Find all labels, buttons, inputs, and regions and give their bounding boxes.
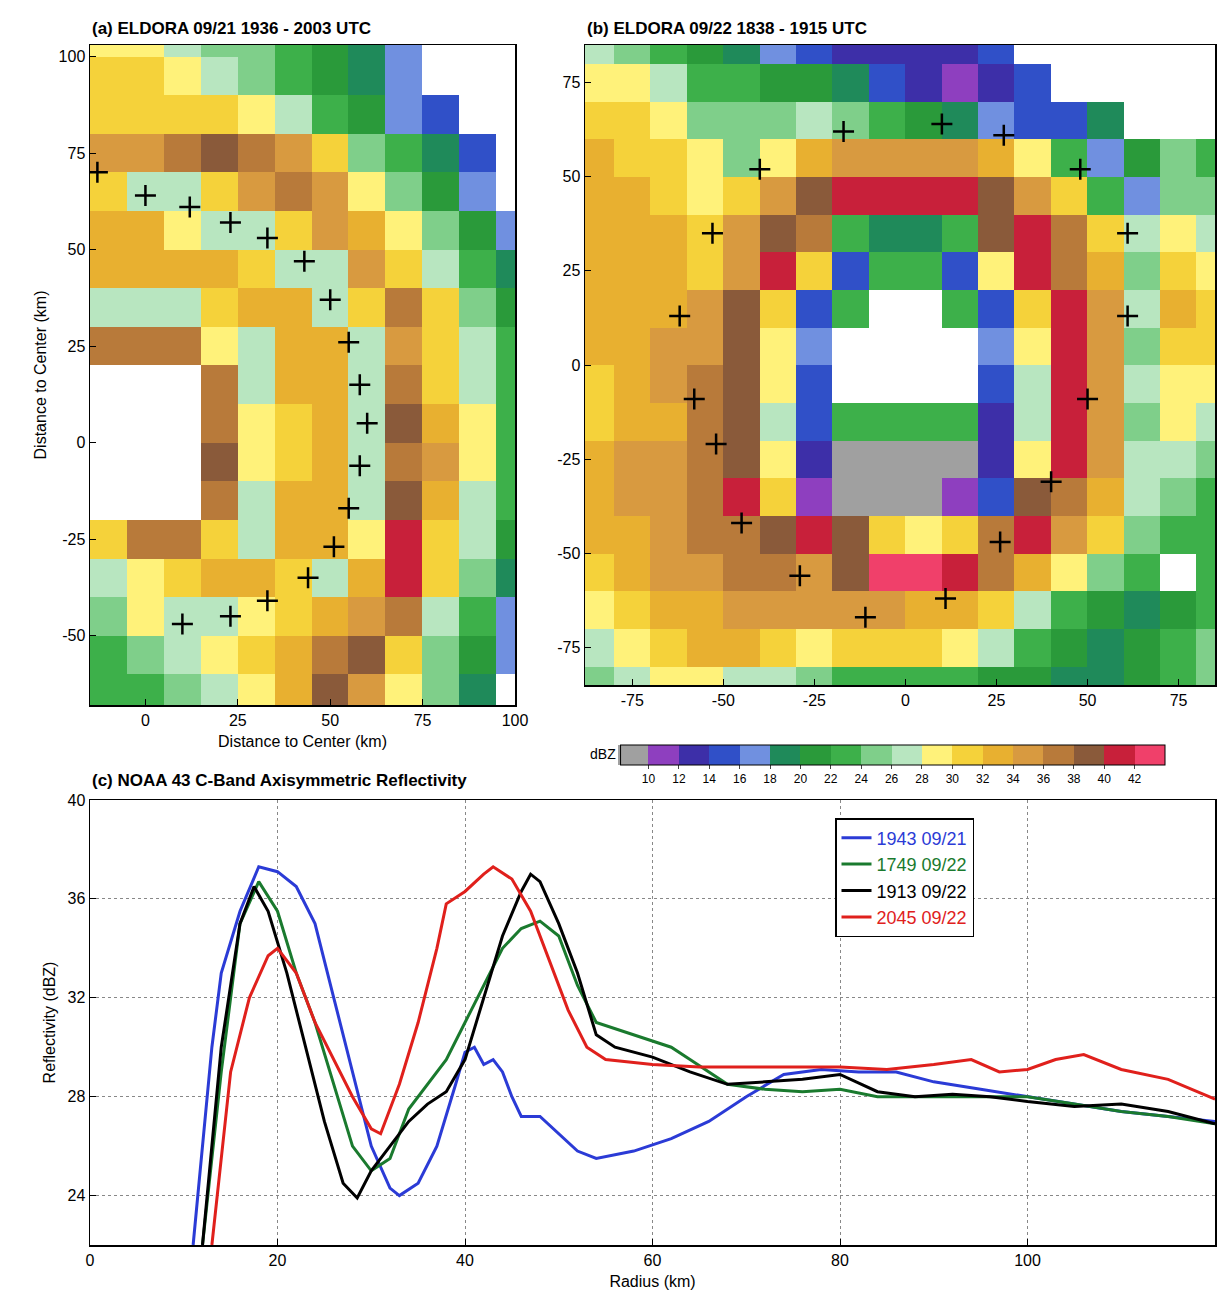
- svg-text:50: 50: [68, 241, 86, 258]
- svg-text:12: 12: [672, 772, 686, 786]
- svg-text:32: 32: [976, 772, 990, 786]
- svg-text:0: 0: [901, 692, 910, 709]
- svg-text:75: 75: [68, 145, 86, 162]
- svg-text:75: 75: [1170, 692, 1188, 709]
- svg-text:25: 25: [563, 262, 581, 279]
- svg-text:1749 09/22: 1749 09/22: [877, 855, 967, 875]
- svg-text:34: 34: [1006, 772, 1020, 786]
- svg-text:Distance to Center (km): Distance to Center (km): [32, 291, 49, 460]
- svg-text:-25: -25: [62, 531, 85, 548]
- svg-text:36: 36: [68, 890, 86, 907]
- svg-text:1943 09/21: 1943 09/21: [877, 829, 967, 849]
- svg-text:26: 26: [885, 772, 899, 786]
- svg-text:100: 100: [1014, 1252, 1041, 1269]
- svg-text:20: 20: [794, 772, 808, 786]
- svg-text:0: 0: [86, 1252, 95, 1269]
- svg-text:24: 24: [855, 772, 869, 786]
- svg-text:75: 75: [563, 74, 581, 91]
- svg-text:(b) ELDORA 09/22 1838 - 1915 U: (b) ELDORA 09/22 1838 - 1915 UTC: [587, 19, 867, 38]
- svg-text:25: 25: [229, 712, 247, 729]
- svg-text:10: 10: [642, 772, 656, 786]
- svg-text:2045 09/22: 2045 09/22: [877, 908, 967, 928]
- svg-text:0: 0: [76, 434, 85, 451]
- svg-text:0: 0: [141, 712, 150, 729]
- svg-text:16: 16: [733, 772, 747, 786]
- svg-text:-75: -75: [557, 639, 580, 656]
- svg-text:32: 32: [68, 989, 86, 1006]
- svg-text:40: 40: [456, 1252, 474, 1269]
- svg-text:-25: -25: [803, 692, 826, 709]
- svg-text:40: 40: [68, 792, 86, 809]
- svg-text:-50: -50: [712, 692, 735, 709]
- svg-text:80: 80: [831, 1252, 849, 1269]
- svg-text:(a) ELDORA 09/21 1936 - 2003 U: (a) ELDORA 09/21 1936 - 2003 UTC: [92, 19, 371, 38]
- svg-text:Reflectivity (dBZ): Reflectivity (dBZ): [41, 962, 58, 1084]
- svg-text:-50: -50: [557, 545, 580, 562]
- svg-text:22: 22: [824, 772, 838, 786]
- svg-text:30: 30: [946, 772, 960, 786]
- svg-text:28: 28: [915, 772, 929, 786]
- svg-text:1913 09/22: 1913 09/22: [877, 882, 967, 902]
- svg-text:dBZ: dBZ: [590, 746, 616, 762]
- svg-text:-75: -75: [621, 692, 644, 709]
- svg-text:42: 42: [1128, 772, 1142, 786]
- svg-text:25: 25: [68, 338, 86, 355]
- svg-text:100: 100: [502, 712, 529, 729]
- svg-text:50: 50: [321, 712, 339, 729]
- svg-text:-25: -25: [557, 451, 580, 468]
- svg-text:20: 20: [269, 1252, 287, 1269]
- svg-text:24: 24: [68, 1187, 86, 1204]
- svg-text:18: 18: [763, 772, 777, 786]
- svg-text:38: 38: [1067, 772, 1081, 786]
- svg-text:28: 28: [68, 1088, 86, 1105]
- svg-text:Distance to Center (km): Distance to Center (km): [218, 733, 387, 750]
- svg-text:40: 40: [1098, 772, 1112, 786]
- svg-text:75: 75: [414, 712, 432, 729]
- svg-text:(c) NOAA 43 C-Band Axisymmetri: (c) NOAA 43 C-Band Axisymmetric Reflecti…: [92, 771, 467, 790]
- svg-text:50: 50: [1079, 692, 1097, 709]
- svg-text:50: 50: [563, 168, 581, 185]
- svg-text:60: 60: [644, 1252, 662, 1269]
- svg-text:-50: -50: [62, 627, 85, 644]
- svg-text:36: 36: [1037, 772, 1051, 786]
- svg-text:100: 100: [59, 48, 86, 65]
- svg-text:14: 14: [703, 772, 717, 786]
- svg-text:0: 0: [571, 357, 580, 374]
- svg-text:25: 25: [988, 692, 1006, 709]
- svg-text:Radius (km): Radius (km): [609, 1273, 695, 1290]
